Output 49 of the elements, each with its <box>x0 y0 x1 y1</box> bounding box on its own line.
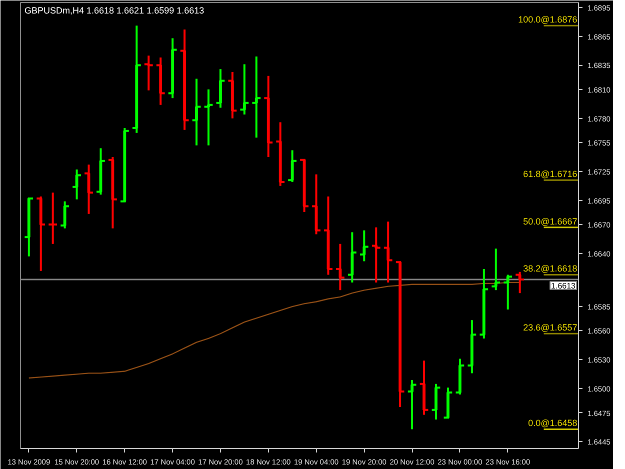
candlestick <box>251 56 262 139</box>
candlestick <box>108 156 118 230</box>
candlestick <box>155 56 166 106</box>
candlestick <box>96 147 106 196</box>
candlestick <box>502 274 514 310</box>
candlestick <box>430 382 442 421</box>
candlestick <box>131 24 142 134</box>
ref-line-label: 1.6613 <box>551 282 576 291</box>
ref-line-label: 61.8@1.6716 <box>523 169 578 180</box>
ref-line-label: 38.2@1.6618 <box>523 264 578 274</box>
candlestick <box>239 63 250 116</box>
candlestick <box>24 197 34 258</box>
candlestick <box>490 248 502 292</box>
ref-line-label: 100.0@1.6876 <box>518 14 578 25</box>
candlestick <box>48 192 58 245</box>
candlestick <box>478 268 490 340</box>
ref-line-label: 0.0@1.6458 <box>528 418 578 428</box>
ref-line-label: 23.6@1.6557 <box>523 322 578 333</box>
candlestick <box>442 386 454 420</box>
candlestick <box>275 121 286 187</box>
candlestick <box>119 127 130 202</box>
candlestick <box>454 358 466 396</box>
candlestick <box>514 270 526 294</box>
candlestick <box>191 78 202 146</box>
candlestick <box>323 196 334 276</box>
candlestick <box>72 168 82 200</box>
candlestick <box>203 88 214 146</box>
candlestick <box>179 28 190 131</box>
ref-line-label: 50.0@1.6667 <box>523 216 578 226</box>
candlestick <box>370 226 382 284</box>
candlestick <box>346 231 358 284</box>
candlestick <box>84 164 94 215</box>
candlestick <box>227 71 238 120</box>
candlestick <box>287 149 298 184</box>
chart-title: GBPUSDm,H4 1.6618 1.6621 1.6599 1.6613 <box>24 6 204 16</box>
candlestick <box>167 37 178 100</box>
candlestick <box>466 319 478 374</box>
candlestick <box>394 261 406 408</box>
candlestick <box>335 242 346 292</box>
candlestick <box>406 378 418 430</box>
candlestick <box>382 220 394 284</box>
candlestick <box>36 196 46 272</box>
candlestick <box>263 74 274 158</box>
candlestick <box>418 360 430 416</box>
candlestick <box>143 54 154 92</box>
candlestick <box>215 68 226 109</box>
candlestick <box>311 173 322 236</box>
candlestick <box>60 200 70 230</box>
candlestick <box>358 229 370 262</box>
